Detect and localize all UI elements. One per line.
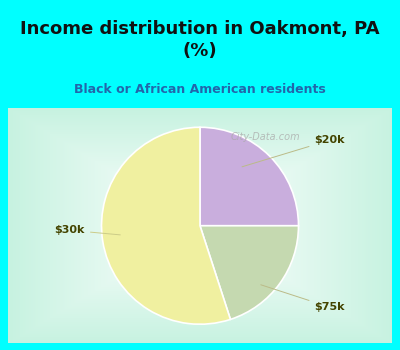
Text: $20k: $20k [242,135,345,167]
Text: Black or African American residents: Black or African American residents [74,83,326,96]
Text: City-Data.com: City-Data.com [231,132,300,142]
Wedge shape [102,127,230,324]
Wedge shape [200,226,298,320]
Wedge shape [200,127,298,226]
Text: $30k: $30k [55,225,120,235]
Text: $75k: $75k [261,285,345,312]
Text: Income distribution in Oakmont, PA
(%): Income distribution in Oakmont, PA (%) [20,20,380,60]
